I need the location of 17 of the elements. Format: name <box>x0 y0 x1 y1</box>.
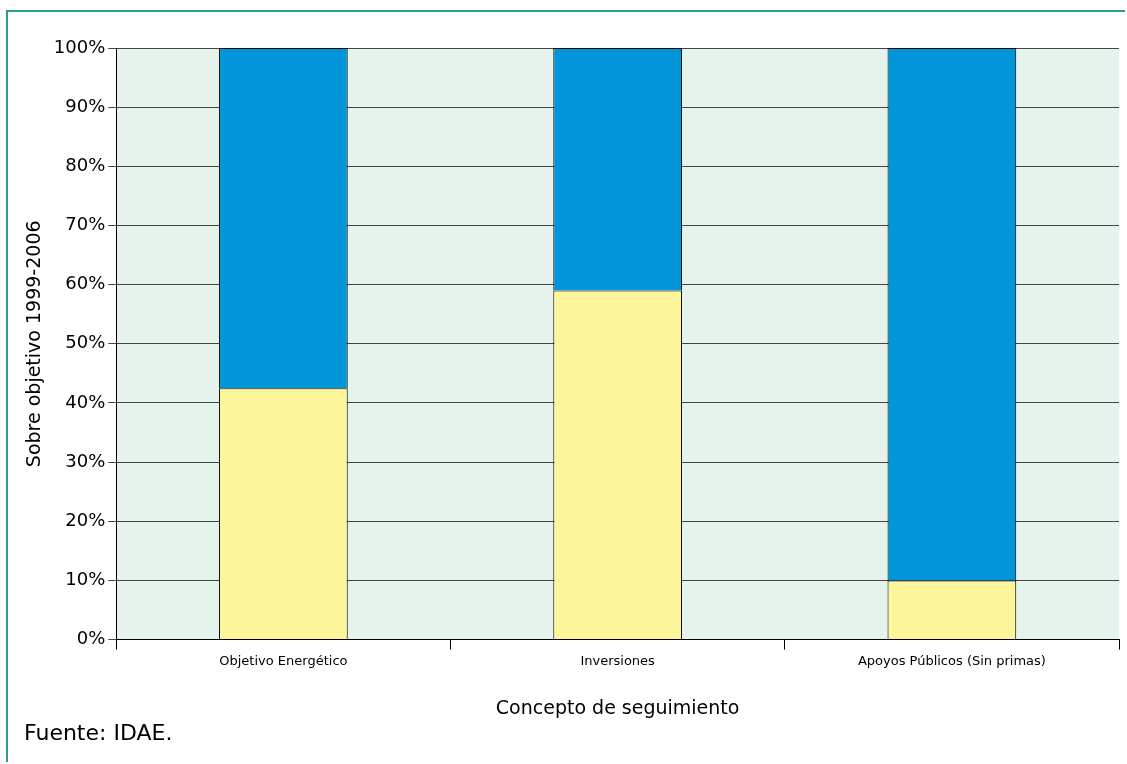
y-tick-label: 40% <box>65 390 106 412</box>
x-axis-title: Concepto de seguimiento <box>495 695 740 718</box>
x-tick-label: Objetivo Energético <box>219 652 348 668</box>
y-tick-label: 90% <box>65 94 106 116</box>
y-tick-label: 60% <box>65 272 106 294</box>
y-tick-label: 100% <box>53 35 106 57</box>
y-axis-title: Sobre objetivo 1999-2006 <box>22 220 45 468</box>
y-tick-label: 50% <box>65 331 106 353</box>
y-tick-label: 10% <box>65 568 106 590</box>
y-tick-label: 20% <box>65 508 106 530</box>
y-tick-label: 70% <box>65 213 106 235</box>
x-tick-label: Apoyos Públicos (Sin primas) <box>857 652 1046 668</box>
y-tick-label: 30% <box>65 449 106 471</box>
y-tick-label: 0% <box>76 627 106 649</box>
y-tick-label: 80% <box>65 153 106 175</box>
x-tick-label: Inversiones <box>580 652 656 668</box>
source-note: Fuente: IDAE. <box>24 720 173 745</box>
